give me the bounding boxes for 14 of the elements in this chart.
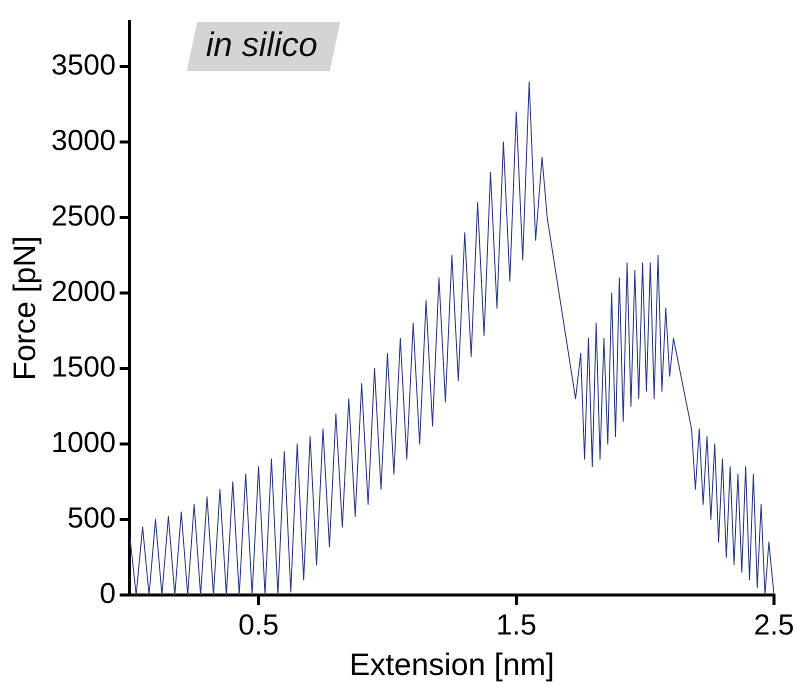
y-tick-label: 0 (100, 578, 116, 610)
y-axis-title: Force [pN] (7, 236, 42, 381)
y-tick-label: 2500 (51, 200, 116, 233)
x-tick-label: 2.5 (754, 609, 794, 642)
annotation: in silico (206, 26, 318, 64)
y-tick-label: 500 (67, 502, 116, 535)
x-tick-label: 1.5 (496, 609, 536, 642)
x-tick-label: 0.5 (238, 609, 279, 642)
y-tick-label: 3500 (51, 50, 116, 82)
y-tick-label: 1000 (51, 427, 116, 460)
y-tick-label: 1500 (51, 352, 116, 384)
x-axis-title: Extension [nm] (349, 646, 554, 682)
y-tick-label: 3000 (51, 125, 116, 158)
y-tick-label: 2000 (51, 276, 116, 308)
